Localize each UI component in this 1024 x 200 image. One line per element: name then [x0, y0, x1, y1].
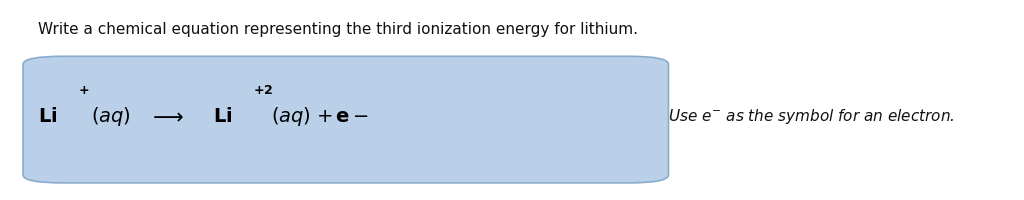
- Text: $+\,\mathbf{e}-$: $+\,\mathbf{e}-$: [316, 107, 369, 125]
- Text: $(aq)$: $(aq)$: [271, 105, 311, 127]
- Text: $\longrightarrow$: $\longrightarrow$: [148, 106, 184, 126]
- Text: $\mathbf{+2}$: $\mathbf{+2}$: [253, 84, 273, 96]
- Text: $(aq)$: $(aq)$: [91, 105, 131, 127]
- Text: Write a chemical equation representing the third ionization energy for lithium.: Write a chemical equation representing t…: [38, 22, 638, 37]
- Text: Use $e^{-}$ as the symbol for an electron.: Use $e^{-}$ as the symbol for an electro…: [669, 107, 955, 125]
- Text: $\mathbf{Li}$: $\mathbf{Li}$: [213, 107, 232, 125]
- Text: $\mathbf{Li}$: $\mathbf{Li}$: [38, 107, 57, 125]
- FancyBboxPatch shape: [23, 57, 669, 183]
- Text: $\mathbf{+}$: $\mathbf{+}$: [78, 84, 89, 96]
